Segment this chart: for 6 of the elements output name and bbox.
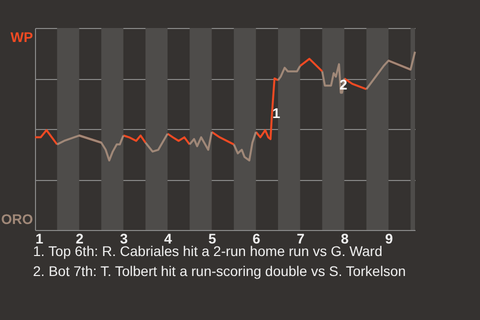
text: 2. Bot 7th: T. Tolbert hit a run-scoring double vs S. Torkelson <box>33 262 406 281</box>
annotation: 2 <box>340 76 348 93</box>
text: ORO <box>1 211 34 227</box>
text: WP <box>10 29 33 45</box>
annotation: 1 <box>272 105 280 122</box>
x-tick-label: 9 <box>385 230 394 246</box>
